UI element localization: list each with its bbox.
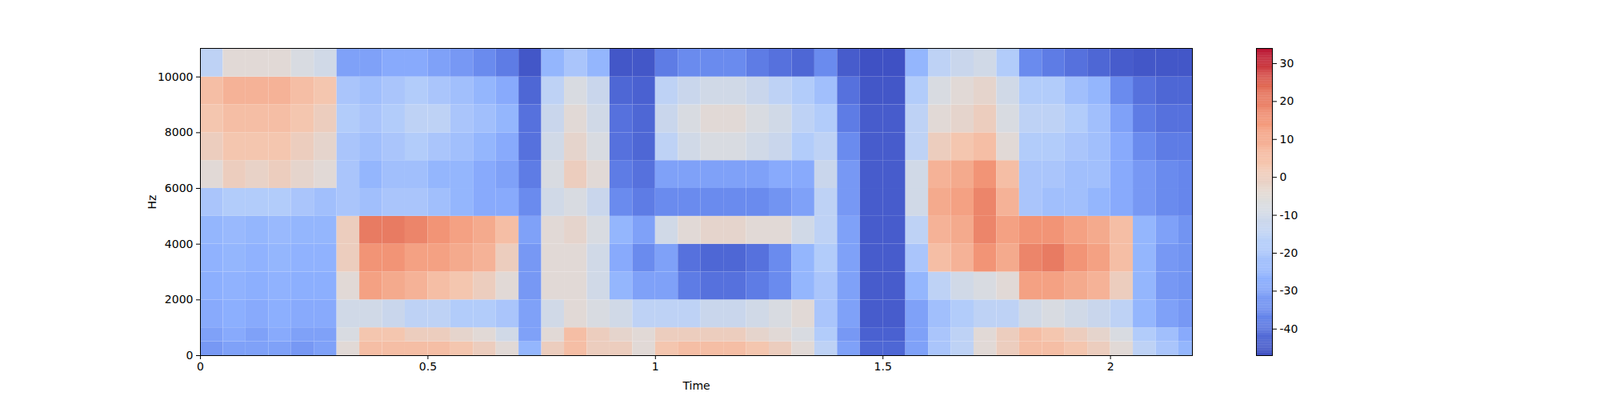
svg-text:8000: 8000 (164, 125, 194, 139)
svg-text:1: 1 (652, 360, 660, 373)
svg-text:2: 2 (1107, 360, 1115, 373)
svg-text:30: 30 (1280, 56, 1295, 70)
svg-text:0: 0 (196, 360, 204, 373)
svg-text:2000: 2000 (164, 292, 194, 306)
svg-text:-20: -20 (1280, 246, 1299, 260)
svg-text:10: 10 (1280, 132, 1295, 146)
svg-text:6000: 6000 (164, 181, 194, 195)
svg-text:Time: Time (681, 379, 710, 392)
svg-text:10000: 10000 (157, 70, 194, 84)
svg-text:-40: -40 (1280, 322, 1299, 336)
svg-text:0: 0 (1280, 170, 1288, 184)
svg-text:20: 20 (1280, 94, 1295, 108)
svg-text:-30: -30 (1280, 284, 1299, 297)
svg-text:0: 0 (186, 348, 194, 362)
svg-text:0.5: 0.5 (419, 360, 437, 373)
svg-text:-10: -10 (1280, 208, 1299, 222)
svg-text:1.5: 1.5 (874, 360, 892, 373)
svg-text:4000: 4000 (164, 237, 194, 251)
svg-text:Hz: Hz (145, 195, 159, 210)
